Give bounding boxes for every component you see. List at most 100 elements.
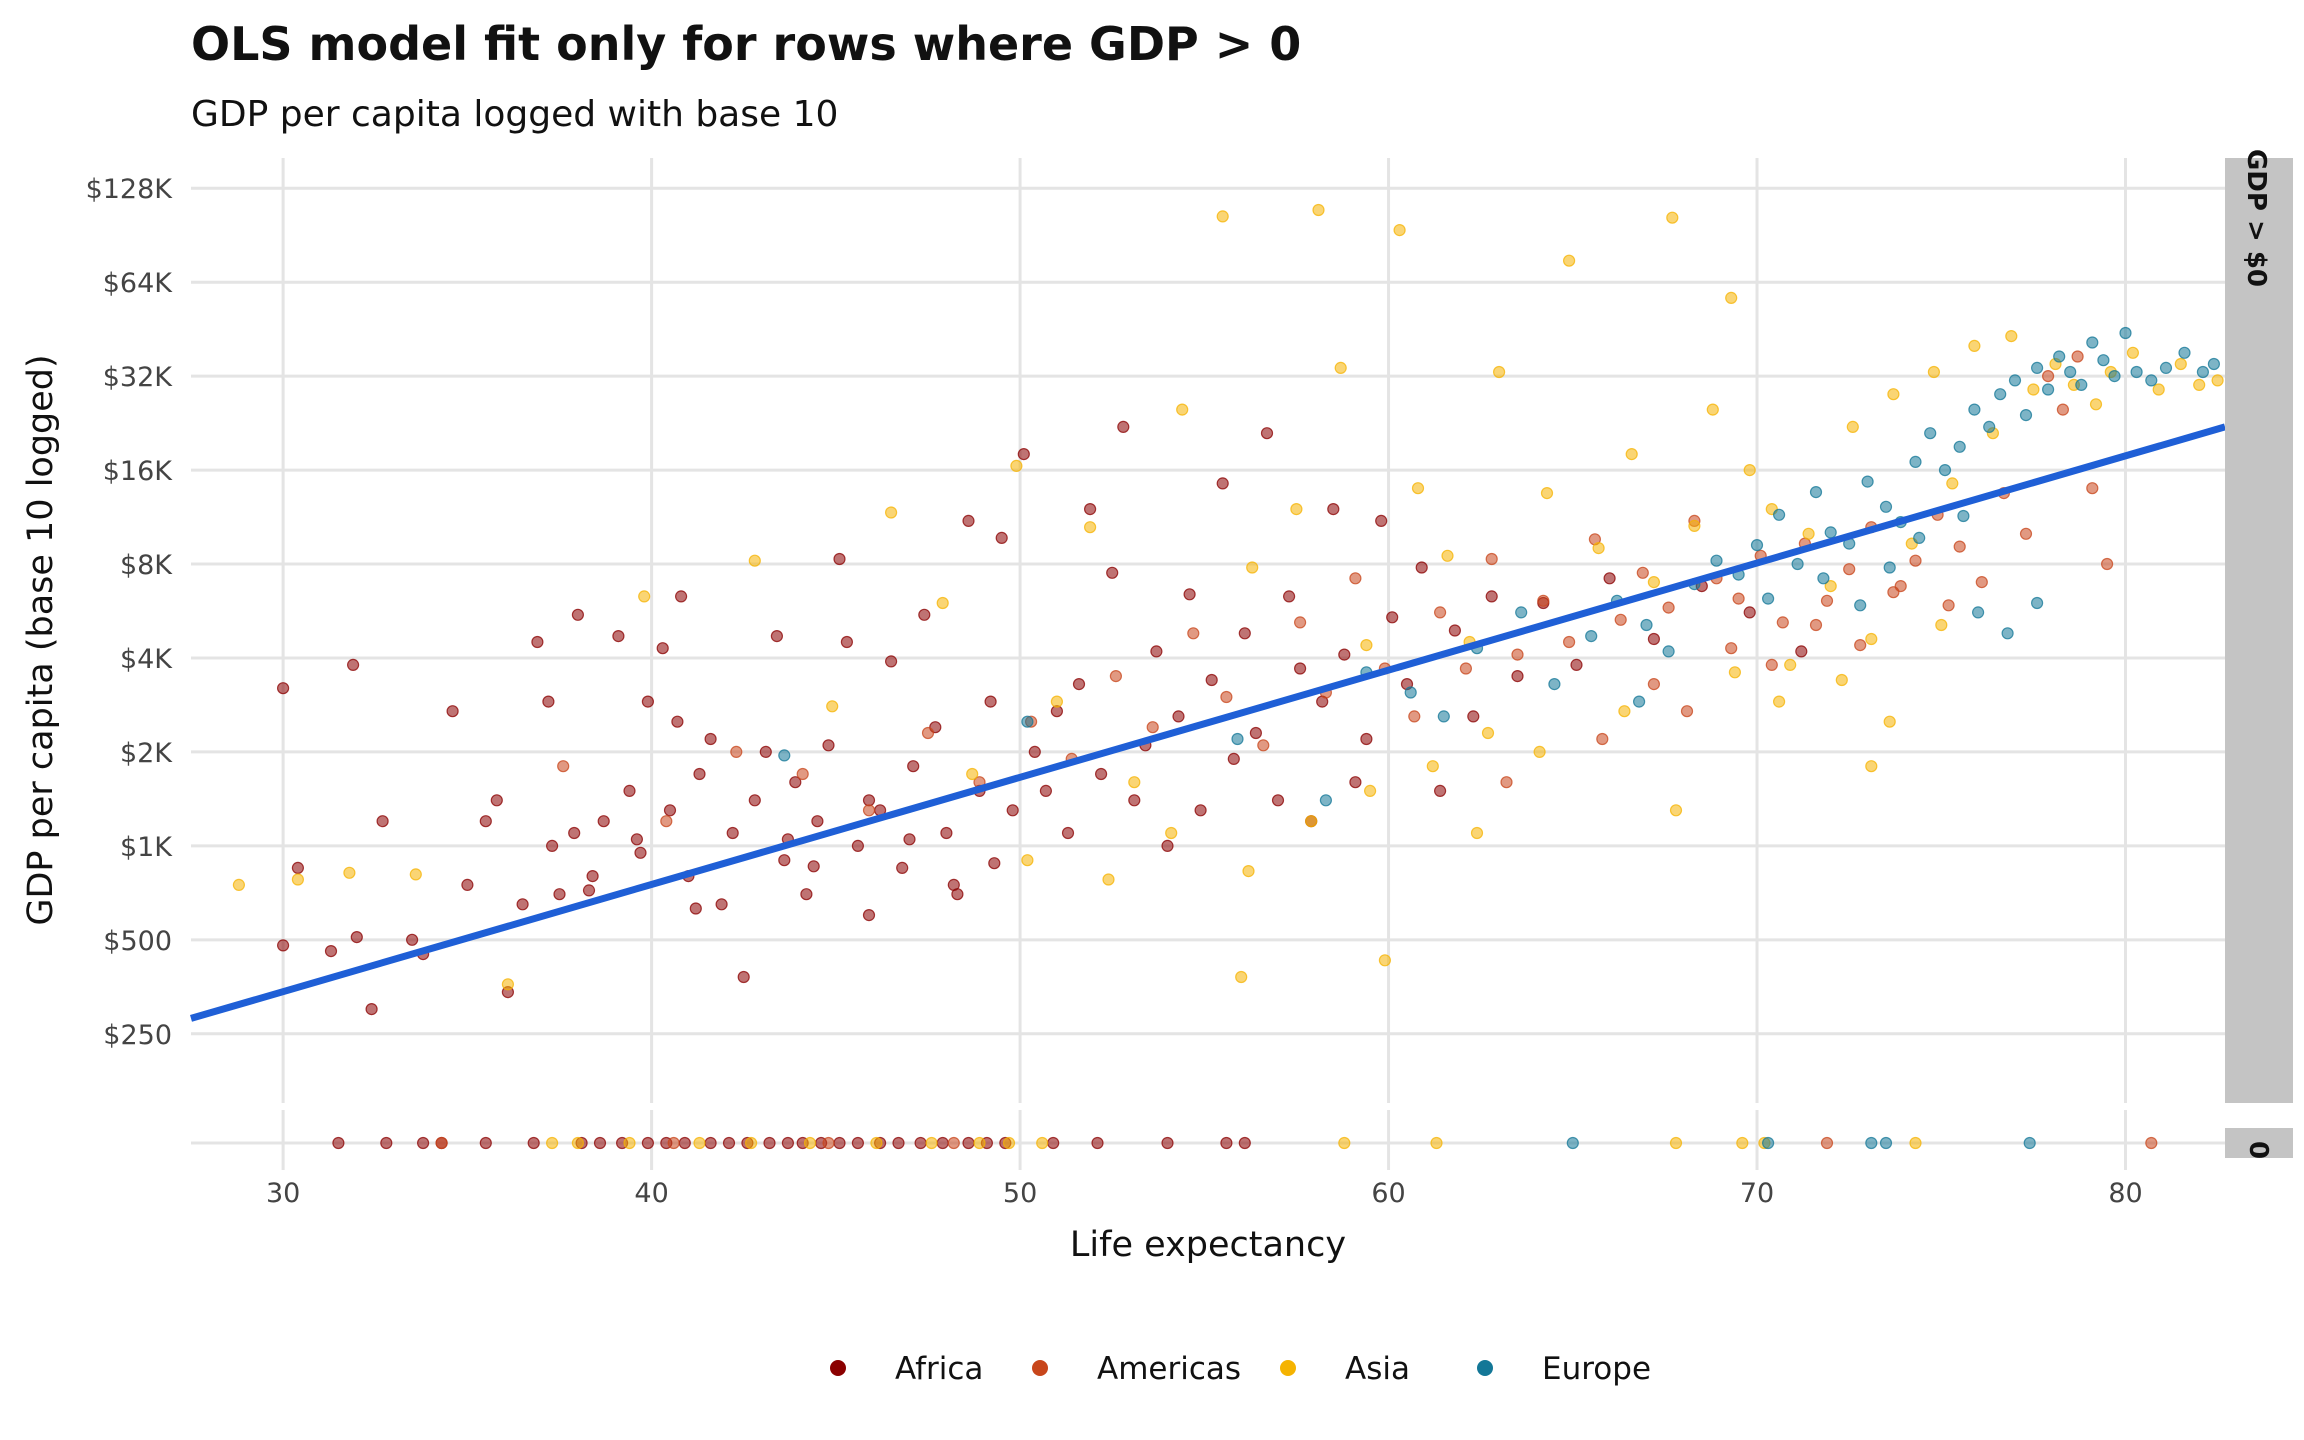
- data-point: [1360, 732, 1373, 746]
- data-point: [1128, 776, 1141, 789]
- data-point: [1772, 508, 1786, 521]
- data-point: [1772, 695, 1786, 708]
- data-point: [1515, 606, 1528, 619]
- data-point: [1596, 732, 1609, 746]
- data-point: [778, 749, 791, 762]
- y-tick-label: $2K: [120, 738, 173, 769]
- zero-gdp-point: [962, 1136, 975, 1150]
- data-point: [1728, 666, 1742, 679]
- data-point: [1614, 613, 1627, 626]
- data-point: [2086, 482, 2099, 495]
- zero-gdp-point: [1736, 1136, 1749, 1150]
- data-point: [2101, 557, 2114, 571]
- data-point: [2027, 383, 2040, 396]
- data-point: [2097, 354, 2110, 367]
- data-point: [1784, 658, 1797, 672]
- data-point: [748, 794, 761, 807]
- data-point: [291, 861, 304, 875]
- data-point: [737, 970, 750, 984]
- data-point: [896, 861, 909, 875]
- zero-gdp-point: [1430, 1136, 1443, 1150]
- data-point: [1165, 826, 1178, 840]
- data-point: [597, 815, 610, 828]
- legend-label: Americas: [1097, 1351, 1241, 1387]
- data-point: [516, 898, 529, 911]
- data-point: [800, 888, 813, 901]
- data-point: [918, 608, 931, 621]
- data-point: [1249, 726, 1263, 740]
- zero-gdp-point: [667, 1136, 680, 1150]
- data-point: [1732, 592, 1745, 605]
- data-point: [1437, 710, 1450, 723]
- zero-gdp-point: [479, 1136, 492, 1150]
- data-point: [1441, 549, 1454, 562]
- data-point: [612, 629, 625, 643]
- data-point: [1548, 677, 1561, 691]
- data-point: [1194, 804, 1207, 817]
- data-point: [2193, 378, 2206, 391]
- data-point: [940, 826, 953, 840]
- data-point: [1338, 648, 1351, 661]
- data-point: [1662, 601, 1675, 614]
- data-point: [2042, 383, 2055, 396]
- data-point: [1725, 642, 1738, 655]
- data-point: [1050, 695, 1064, 708]
- data-point: [1102, 873, 1115, 886]
- data-point: [1680, 705, 1694, 718]
- data-point: [1242, 864, 1255, 878]
- zero-gdp-point: [803, 1136, 817, 1150]
- data-point: [1592, 541, 1605, 555]
- data-point: [851, 839, 865, 853]
- y-axis-title: GDP per capita (base 10 logged): [21, 354, 61, 925]
- data-point: [1953, 440, 1966, 453]
- data-point: [1975, 575, 1988, 589]
- legend-item: Europe: [1477, 1351, 1651, 1387]
- zero-gdp-point: [1669, 1136, 1683, 1150]
- data-point: [962, 514, 975, 528]
- data-point: [446, 705, 459, 718]
- y-tick-label: $500: [103, 926, 172, 957]
- data-point: [1183, 588, 1196, 601]
- data-point: [2178, 346, 2191, 359]
- data-point: [1408, 710, 1421, 723]
- data-point: [1386, 611, 1399, 624]
- zero-gdp-point: [781, 1136, 795, 1150]
- data-point: [2019, 409, 2033, 422]
- legend-item: Americas: [1032, 1351, 1241, 1387]
- data-point: [1433, 606, 1447, 619]
- zero-gdp-point: [545, 1136, 559, 1150]
- data-point: [347, 658, 360, 672]
- data-point: [826, 700, 839, 713]
- legend-key: [1477, 1360, 1493, 1376]
- data-point: [1865, 760, 1878, 773]
- data-point: [1227, 752, 1240, 766]
- data-point: [1540, 487, 1554, 500]
- data-point: [2019, 527, 2033, 540]
- data-point: [1021, 854, 1034, 867]
- data-point: [350, 930, 363, 944]
- data-point: [1776, 616, 1789, 629]
- y-tick-label: $128K: [86, 174, 174, 205]
- x-tick-label: 50: [1003, 1178, 1037, 1209]
- data-point: [1647, 677, 1661, 691]
- data-point: [1688, 519, 1701, 533]
- data-point: [1865, 632, 1878, 646]
- data-point: [656, 642, 669, 655]
- data-point: [1854, 599, 1867, 612]
- legend-item: Africa: [830, 1351, 983, 1387]
- data-point: [1625, 448, 1638, 461]
- data-point: [1010, 459, 1023, 472]
- legend-key: [1280, 1360, 1296, 1376]
- data-point: [921, 726, 935, 740]
- data-point: [1448, 624, 1462, 637]
- data-point: [1467, 710, 1480, 723]
- data-point: [1647, 575, 1661, 589]
- zero-gdp-point: [1002, 1136, 1016, 1150]
- data-point: [1662, 645, 1675, 658]
- zero-gdp-point: [332, 1136, 345, 1150]
- data-point: [1946, 477, 1959, 490]
- data-point: [1231, 732, 1244, 746]
- facet-strip-label-zero: 0: [2243, 1141, 2273, 1159]
- data-point: [1481, 726, 1495, 740]
- zero-gdp-point: [947, 1136, 960, 1150]
